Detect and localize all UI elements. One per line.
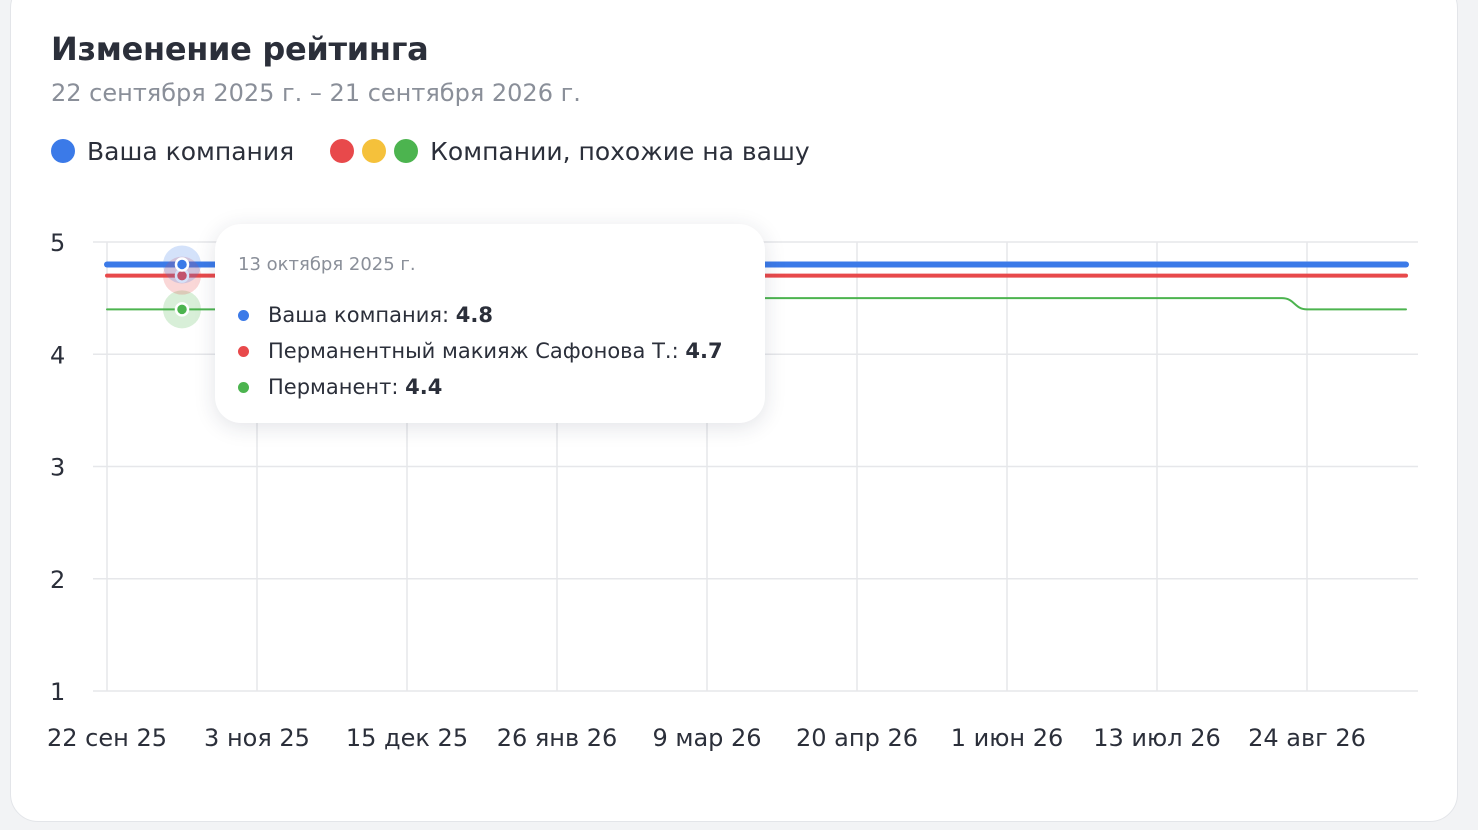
hover-tooltip: 13 октября 2025 г. Ваша компания: 4.8 Пе… (215, 224, 765, 423)
tooltip-label: Перманент: (268, 375, 399, 399)
x-tick-label: 9 мар 26 (652, 724, 761, 752)
tooltip-dot-green (238, 381, 249, 393)
x-tick-label: 15 дек 25 (346, 724, 468, 752)
date-range: 22 сентября 2025 г. – 21 сентября 2026 г… (51, 79, 581, 107)
legend-your-company-dot (51, 139, 75, 163)
tooltip-value: 4.8 (455, 303, 493, 327)
legend-similar-dot-red (330, 139, 355, 163)
tooltip-label: Ваша компания: (268, 303, 450, 327)
y-tick-label: 1 (50, 678, 65, 706)
hover-marker (174, 257, 190, 272)
x-tick-label: 3 ноя 25 (204, 724, 310, 752)
y-tick-label: 5 (50, 229, 65, 257)
x-tick-label: 20 апр 26 (796, 724, 918, 752)
x-tick-label: 22 сен 25 (47, 724, 167, 752)
hover-marker (174, 302, 190, 317)
chart-title: Изменение рейтинга (51, 30, 429, 68)
tooltip-value: 4.7 (685, 339, 723, 363)
y-tick-label: 2 (50, 566, 65, 594)
tooltip-value: 4.4 (405, 375, 443, 399)
tooltip-row-competitor-2: Перманент: 4.4 (238, 369, 765, 405)
legend-your-company-label: Ваша компания (87, 136, 295, 166)
legend-similar-dot-yellow (362, 139, 387, 163)
tooltip-date: 13 октября 2025 г. (238, 254, 416, 275)
y-tick-label: 4 (50, 341, 65, 369)
tooltip-label: Перманентный макияж Сафонова Т.: (268, 339, 679, 363)
legend-similar-dot-green (394, 139, 419, 163)
x-tick-label: 13 июл 26 (1093, 724, 1220, 752)
tooltip-row-your-company: Ваша компания: 4.8 (238, 297, 765, 333)
legend: Ваша компания Компании, похожие на вашу (51, 134, 810, 168)
x-tick-label: 24 авг 26 (1248, 724, 1366, 752)
x-tick-label: 1 июн 26 (951, 724, 1064, 752)
x-tick-label: 26 янв 26 (497, 724, 618, 752)
tooltip-dot-red (238, 345, 249, 357)
legend-similar-label: Компании, похожие на вашу (430, 136, 810, 166)
tooltip-row-competitor-1: Перманентный макияж Сафонова Т.: 4.7 (238, 333, 765, 369)
y-tick-label: 3 (50, 454, 65, 482)
tooltip-dot-blue (238, 309, 249, 321)
